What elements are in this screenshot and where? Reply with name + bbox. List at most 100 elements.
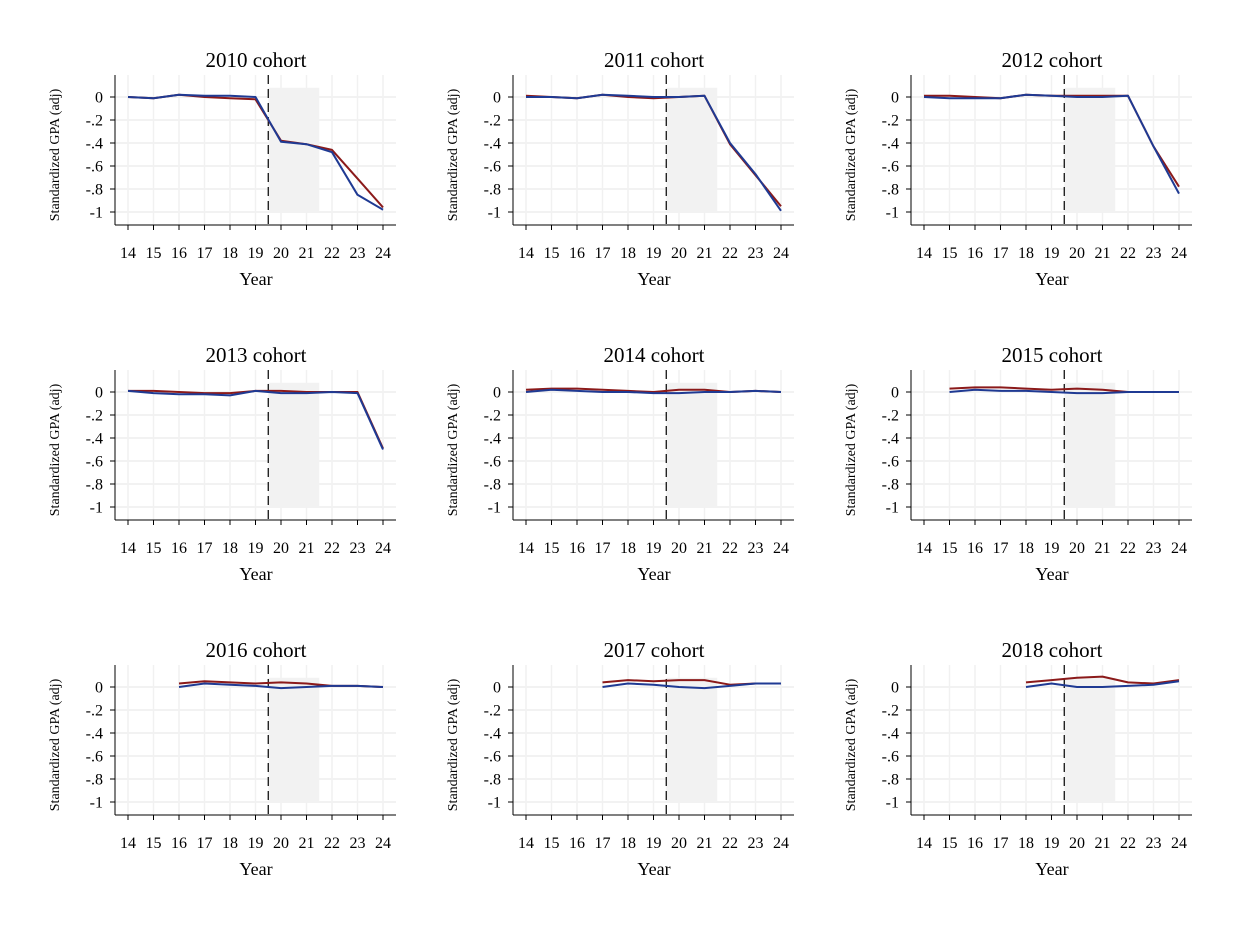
x-tick-label: 16	[967, 540, 983, 557]
y-tick-label: 0	[891, 385, 899, 402]
x-tick-label: 21	[697, 245, 713, 262]
panel-title: 2011 cohort	[604, 48, 704, 72]
x-tick-label: 21	[299, 245, 315, 262]
y-tick-label: -.4	[484, 136, 501, 153]
x-tick-label: 14	[916, 540, 932, 557]
y-tick-label: -1	[488, 500, 501, 517]
y-tick-label: -1	[488, 795, 501, 812]
y-tick-label: -1	[90, 795, 103, 812]
y-tick-label: -.8	[86, 182, 103, 199]
x-tick-label: 14	[916, 835, 932, 852]
shaded-region	[666, 87, 718, 212]
panel-2: 0 -.2 -.4 -.6 -.8 -1 14 15 16 17 18 19 20 21 22 23 24 201…	[446, 48, 794, 289]
x-axis-label: Year	[239, 269, 272, 289]
y-tick-label: -.8	[86, 772, 103, 789]
x-tick-label: 15	[146, 245, 162, 262]
x-tick-label: 16	[967, 245, 983, 262]
x-tick-label: 20	[671, 540, 687, 557]
panel-7: 0 -.2 -.4 -.6 -.8 -1 14 15 16 17 18 19 20 21 22 23 24 201…	[48, 638, 396, 879]
y-tick-label: -.2	[86, 113, 103, 130]
x-tick-label: 20	[671, 245, 687, 262]
x-tick-label: 24	[773, 540, 789, 557]
series-line-blue	[127, 389, 384, 450]
shaded-region	[1064, 677, 1116, 802]
y-axis-label: Standardized GPA (adj)	[48, 678, 63, 811]
x-tick-label: 15	[942, 835, 958, 852]
x-tick-label: 20	[1069, 835, 1085, 852]
series-line-blue	[923, 93, 1180, 195]
y-tick-label: -.4	[484, 726, 501, 743]
y-tick-label: 0	[493, 90, 501, 107]
y-tick-label: -.6	[484, 454, 501, 471]
x-tick-label: 17	[993, 540, 1009, 557]
y-tick-label: -.4	[86, 431, 103, 448]
y-tick-label: -1	[90, 500, 103, 517]
panel-6: 0 -.2 -.4 -.6 -.8 -1 14 15 16 17 18 19 20 21 22 23 24 201…	[844, 343, 1192, 584]
x-tick-label: 19	[248, 540, 264, 557]
x-tick-label: 24	[1171, 245, 1187, 262]
x-tick-label: 24	[773, 835, 789, 852]
shaded-region	[1064, 87, 1116, 212]
x-tick-label: 21	[697, 835, 713, 852]
x-tick-label: 23	[748, 540, 764, 557]
x-tick-label: 21	[1095, 835, 1111, 852]
x-tick-label: 18	[1018, 835, 1034, 852]
x-tick-label: 19	[1044, 245, 1060, 262]
x-tick-label: 24	[773, 245, 789, 262]
y-tick-label: -.8	[882, 477, 899, 494]
x-tick-label: 21	[299, 835, 315, 852]
x-tick-label: 19	[1044, 540, 1060, 557]
y-tick-label: -.6	[86, 454, 103, 471]
x-axis-label: Year	[239, 859, 272, 879]
x-tick-label: 22	[722, 245, 738, 262]
x-axis-label: Year	[1035, 269, 1068, 289]
x-tick-label: 14	[120, 540, 136, 557]
x-tick-label: 22	[1120, 540, 1136, 557]
x-tick-label: 14	[120, 245, 136, 262]
x-tick-label: 23	[748, 835, 764, 852]
y-tick-label: -.4	[86, 136, 103, 153]
x-tick-label: 18	[620, 245, 636, 262]
x-tick-label: 24	[375, 835, 391, 852]
y-tick-label: -.2	[484, 408, 501, 425]
x-axis-label: Year	[637, 859, 670, 879]
x-tick-label: 17	[197, 540, 213, 557]
panel-title: 2012 cohort	[1002, 48, 1103, 72]
panel-4: 0 -.2 -.4 -.6 -.8 -1 14 15 16 17 18 19 20 21 22 23 24 201…	[48, 343, 396, 584]
y-tick-label: -.6	[86, 749, 103, 766]
y-tick-label: -.6	[882, 749, 899, 766]
panel-title: 2017 cohort	[604, 638, 705, 662]
x-axis-label: Year	[1035, 564, 1068, 584]
y-tick-label: -.4	[882, 431, 899, 448]
x-tick-label: 19	[646, 245, 662, 262]
x-tick-label: 20	[1069, 245, 1085, 262]
x-tick-label: 21	[697, 540, 713, 557]
y-tick-label: -.6	[882, 159, 899, 176]
x-tick-label: 14	[916, 245, 932, 262]
y-tick-label: -.2	[882, 408, 899, 425]
panel-title: 2014 cohort	[604, 343, 705, 367]
x-tick-label: 18	[222, 245, 238, 262]
x-tick-label: 15	[942, 540, 958, 557]
y-tick-label: 0	[493, 385, 501, 402]
x-tick-label: 19	[646, 835, 662, 852]
series-line-blue	[949, 388, 1179, 395]
y-tick-label: -1	[90, 205, 103, 222]
y-tick-label: -.8	[484, 772, 501, 789]
x-tick-label: 23	[1146, 245, 1162, 262]
x-tick-label: 22	[324, 540, 340, 557]
x-tick-label: 15	[146, 835, 162, 852]
y-tick-label: -.4	[484, 431, 501, 448]
x-tick-label: 24	[375, 540, 391, 557]
x-tick-label: 14	[120, 835, 136, 852]
panel-title: 2015 cohort	[1002, 343, 1103, 367]
y-tick-label: 0	[95, 385, 103, 402]
y-tick-label: 0	[891, 90, 899, 107]
x-tick-label: 15	[942, 245, 958, 262]
y-tick-label: 0	[95, 90, 103, 107]
y-tick-label: -.6	[484, 749, 501, 766]
y-tick-label: -1	[886, 500, 899, 517]
shaded-region	[268, 87, 320, 212]
x-tick-label: 16	[569, 835, 585, 852]
